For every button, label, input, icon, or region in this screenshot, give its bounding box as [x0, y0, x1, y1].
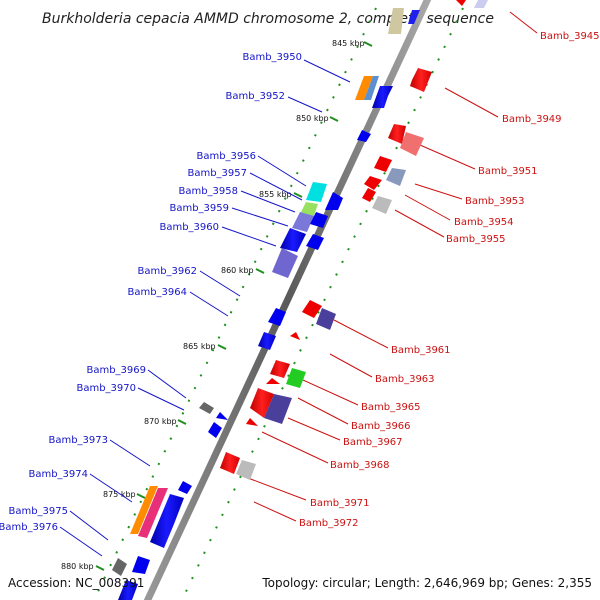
kbp-tick-label: 870 kbp [144, 417, 177, 426]
gene-block [372, 196, 392, 214]
gene-arrow [216, 412, 228, 420]
gene-label: Bamb_3968 [330, 460, 390, 471]
inner-tick-track [93, 7, 377, 600]
gene-arrow [178, 481, 192, 494]
gene-label: Bamb_3951 [478, 166, 538, 177]
gene-label: Bamb_3956 [196, 151, 256, 162]
kbp-tick-label: 865 kbp [183, 342, 216, 351]
gene-label: Bamb_3962 [137, 266, 197, 277]
gene-block [306, 182, 327, 202]
gene-label: Bamb_3963 [375, 374, 435, 385]
gene-label: Bamb_3961 [391, 345, 451, 356]
gene-block [292, 212, 314, 232]
gene-arrow [357, 130, 371, 142]
gene-arrow [410, 68, 432, 92]
gene-block [474, 0, 488, 8]
gene-block [280, 228, 306, 252]
right-gene-labels: Bamb_3945 Bamb_3949 Bamb_3951 Bamb_3953 … [299, 31, 600, 529]
gene-block [388, 8, 404, 34]
gene-block [112, 558, 127, 576]
gene-label: Bamb_3949 [502, 114, 562, 125]
gene-arrow [372, 86, 393, 108]
topology-text: Topology: circular; Length: 2,646,969 bp… [261, 576, 592, 590]
left-gene-labels: Bamb_3950 Bamb_3952 Bamb_3956 Bamb_3957 … [0, 52, 302, 533]
kbp-tick-label: 880 kbp [61, 562, 94, 571]
gene-block [264, 394, 292, 424]
gene-block [138, 488, 168, 538]
gene-arrow [250, 388, 274, 418]
gene-arrow [258, 332, 276, 350]
gene-arrow [268, 308, 286, 326]
gene-label: Bamb_3966 [351, 421, 411, 432]
kbp-tick-label: 850 kbp [296, 114, 329, 123]
gene-arrow [246, 418, 258, 426]
gene-arrow [132, 556, 150, 574]
gene-block [386, 168, 406, 186]
gene-label: Bamb_3955 [446, 234, 506, 245]
kbp-tick-label: 875 kbp [103, 490, 136, 499]
gene-block [199, 402, 214, 414]
gene-block [400, 132, 424, 156]
gene-arrow [310, 212, 328, 228]
gene-arrow [408, 10, 420, 24]
chart-title: Burkholderia cepacia AMMD chromosome 2, … [42, 11, 494, 27]
gene-label: Bamb_3971 [310, 498, 370, 509]
left-strand-genes [112, 8, 420, 600]
gene-block [272, 248, 298, 278]
gene-arrow [270, 360, 290, 378]
kbp-tick-label: 860 kbp [221, 266, 254, 275]
kbp-tick-labels: 845 kbp 850 kbp 855 kbp 860 kbp 865 kbp … [61, 39, 365, 571]
gene-label: Bamb_3954 [454, 217, 514, 228]
gene-arrow [302, 300, 322, 318]
right-strand-genes [220, 0, 488, 480]
gene-block [364, 76, 379, 100]
gene-label: Bamb_3976 [0, 522, 58, 533]
gene-arrow [208, 422, 222, 438]
kbp-tick-label: 855 kbp [259, 190, 292, 199]
right-leader-lines [247, 11, 538, 522]
gene-label: Bamb_3964 [127, 287, 187, 298]
left-leader-lines [59, 59, 351, 557]
gene-label: Bamb_3953 [465, 196, 525, 207]
gene-block [236, 460, 256, 480]
accession-text: Accession: NC_008391 [8, 576, 144, 590]
gene-block [130, 486, 158, 534]
gene-arrow [266, 378, 280, 384]
gene-label: Bamb_3969 [86, 365, 146, 376]
gene-label: Bamb_3945 [540, 31, 600, 42]
gene-arrow [306, 234, 324, 250]
kbp-tick-marks [95, 41, 373, 571]
gene-label: Bamb_3959 [169, 203, 229, 214]
gene-label: Bamb_3952 [225, 91, 285, 102]
gene-arrow [325, 192, 343, 210]
gene-label: Bamb_3957 [187, 168, 247, 179]
gene-arrow [150, 494, 184, 548]
gene-label: Bamb_3958 [178, 186, 238, 197]
gene-arrow [290, 332, 300, 340]
kbp-tick-label: 845 kbp [332, 39, 365, 48]
gene-arrow [364, 176, 382, 190]
gene-arrow [220, 452, 240, 474]
gene-label: Bamb_3974 [28, 469, 88, 480]
gene-label: Bamb_3960 [159, 222, 219, 233]
gene-block [316, 308, 336, 330]
gene-label: Bamb_3950 [242, 52, 302, 63]
gene-label: Bamb_3965 [361, 402, 421, 413]
gene-label: Bamb_3973 [48, 435, 108, 446]
gene-arrow [374, 156, 392, 172]
gene-block [355, 76, 373, 100]
gene-label: Bamb_3967 [343, 437, 403, 448]
gene-arrow [362, 188, 376, 202]
outer-tick-track [181, 7, 464, 600]
gene-arrow [388, 124, 406, 144]
gene-block [286, 368, 306, 388]
gene-arrow [456, 0, 466, 6]
gene-label: Bamb_3975 [8, 506, 68, 517]
gene-label: Bamb_3972 [299, 518, 359, 529]
gene-arrow [118, 580, 138, 600]
gene-label: Bamb_3970 [76, 383, 136, 394]
